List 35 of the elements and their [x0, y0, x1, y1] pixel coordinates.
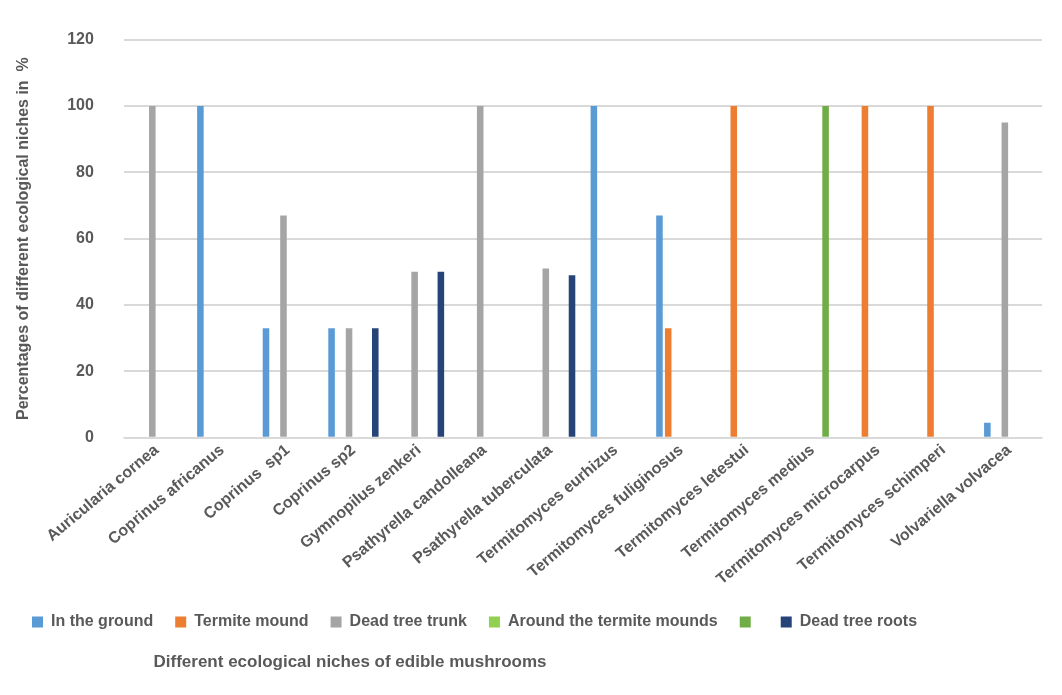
legend-label: Around the termite mounds — [507, 612, 718, 630]
y-tick-label: 120 — [67, 30, 94, 48]
bar — [542, 268, 550, 437]
bar — [197, 105, 204, 437]
bar — [262, 328, 270, 437]
bar — [861, 105, 869, 437]
bar — [1001, 122, 1009, 437]
y-tick-label: 60 — [76, 229, 94, 247]
bar — [730, 105, 738, 437]
bar — [568, 275, 576, 437]
bar — [280, 215, 287, 437]
bar — [927, 105, 934, 437]
bar — [149, 105, 156, 437]
legend-label: Dead tree roots — [799, 612, 918, 630]
bar — [590, 105, 598, 437]
bar — [984, 422, 991, 437]
bar — [656, 215, 663, 437]
x-axis-title: Different ecological niches of edible mushrooms — [152, 652, 548, 672]
legend-label: Dead tree trunk — [349, 612, 468, 630]
bar — [437, 271, 445, 437]
y-axis-title: Percentages of different ecological niches in % — [14, 57, 32, 421]
bar — [476, 105, 484, 437]
y-tick-label: 20 — [76, 361, 94, 379]
bar — [822, 105, 829, 437]
y-tick-label: 40 — [76, 295, 94, 313]
bar — [372, 328, 379, 437]
legend-label: In the ground — [51, 612, 154, 630]
bar — [664, 328, 672, 437]
legend-label: Termite mound — [194, 612, 309, 630]
bar — [411, 271, 418, 437]
y-tick-label: 0 — [84, 428, 94, 446]
bar — [328, 328, 335, 437]
bar — [345, 328, 353, 437]
y-tick-label: 100 — [67, 96, 94, 114]
y-tick-label: 80 — [76, 162, 94, 180]
